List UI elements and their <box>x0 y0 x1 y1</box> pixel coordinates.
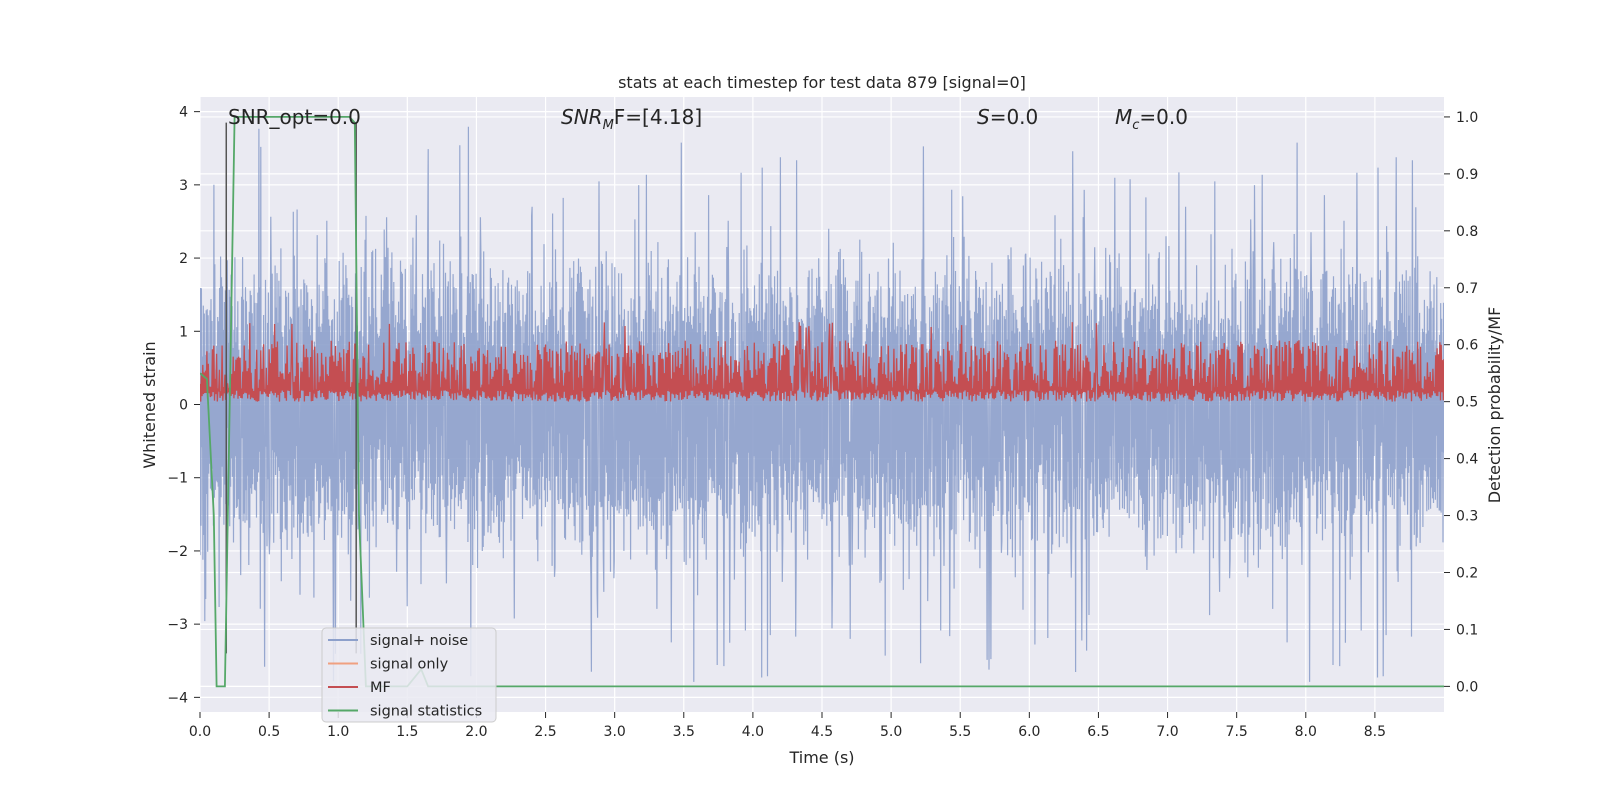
y-right-tick-label: 0.2 <box>1456 565 1478 581</box>
legend-label: signal only <box>370 657 449 673</box>
y-right-tick-label: 0.5 <box>1456 395 1478 411</box>
x-tick-label: 3.5 <box>673 724 695 740</box>
y-left-tick-label: 2 <box>179 251 188 267</box>
x-tick-label: 3.0 <box>604 724 626 740</box>
y-axis-label-left: Whitened strain <box>140 341 159 468</box>
y-right-tick-label: 0.4 <box>1456 452 1478 468</box>
x-tick-label: 0.5 <box>258 724 280 740</box>
x-tick-label: 1.0 <box>327 724 349 740</box>
y-left-tick-label: −4 <box>167 690 188 706</box>
y-right-tick-label: 0.8 <box>1456 224 1478 240</box>
y-axis-label-right: Detection probability/MF <box>1485 307 1504 504</box>
x-tick-label: 8.5 <box>1364 724 1386 740</box>
y-right-tick-label: 0.0 <box>1456 679 1478 695</box>
x-tick-label: 6.0 <box>1018 724 1040 740</box>
legend-label: signal statistics <box>370 704 482 720</box>
x-tick-label: 2.0 <box>465 724 487 740</box>
x-tick-label: 7.5 <box>1226 724 1248 740</box>
x-tick-label: 0.0 <box>189 724 211 740</box>
legend: signal+ noise signal only MF signal statist… <box>321 627 497 723</box>
x-tick-label: 6.5 <box>1087 724 1109 740</box>
chart-title: stats at each timestep for test data 879… <box>618 73 1026 92</box>
x-tick-label: 1.5 <box>396 724 418 740</box>
y-left-tick-label: 0 <box>179 398 188 414</box>
annotation-mc: Mc=0.0 <box>1115 105 1188 133</box>
y-left-tick-label: 3 <box>179 178 188 194</box>
y-right-tick-labels: 1.0 0.9 0.8 0.7 0.6 0.5 0.4 0.3 0.2 0.1 0.0 <box>1444 110 1478 695</box>
y-left-tick-labels: 4 3 2 1 0 −1 −2 −3 −4 <box>167 105 200 706</box>
y-right-tick-label: 0.9 <box>1456 167 1478 183</box>
legend-box <box>321 627 497 723</box>
annotation-snr-mf: SNRMF=[4.18] <box>561 105 702 133</box>
x-tick-label: 4.0 <box>742 724 764 740</box>
y-right-tick-label: 0.6 <box>1456 338 1478 354</box>
annotation-snr-opt: SNR_opt=0.0 <box>228 105 361 129</box>
y-left-tick-label: −3 <box>167 617 188 633</box>
x-tick-label: 8.0 <box>1295 724 1317 740</box>
y-right-tick-label: 0.1 <box>1456 622 1478 638</box>
legend-label: MF <box>370 680 391 696</box>
x-tick-label: 5.0 <box>880 724 902 740</box>
x-tick-label: 5.5 <box>949 724 971 740</box>
x-axis-label: Time (s) <box>788 748 854 767</box>
x-tick-label: 4.5 <box>811 724 833 740</box>
legend-label: signal+ noise <box>370 633 468 649</box>
y-left-tick-label: 4 <box>179 105 188 121</box>
x-tick-label: 2.5 <box>534 724 556 740</box>
annotation-s: S=0.0 <box>977 105 1038 129</box>
y-left-tick-label: 1 <box>179 324 188 340</box>
y-right-tick-label: 1.0 <box>1456 110 1478 126</box>
x-tick-labels: 0.0 0.5 1.0 1.5 2.0 2.5 3.0 3.5 4.0 4.5 5.0 5.5 6.0 6… <box>189 712 1386 740</box>
y-right-tick-label: 0.3 <box>1456 509 1478 525</box>
y-left-tick-label: −2 <box>167 544 188 560</box>
x-tick-label: 7.0 <box>1156 724 1178 740</box>
series-mf <box>200 322 1444 402</box>
y-right-tick-label: 0.7 <box>1456 281 1478 297</box>
y-left-tick-label: −1 <box>167 471 188 487</box>
